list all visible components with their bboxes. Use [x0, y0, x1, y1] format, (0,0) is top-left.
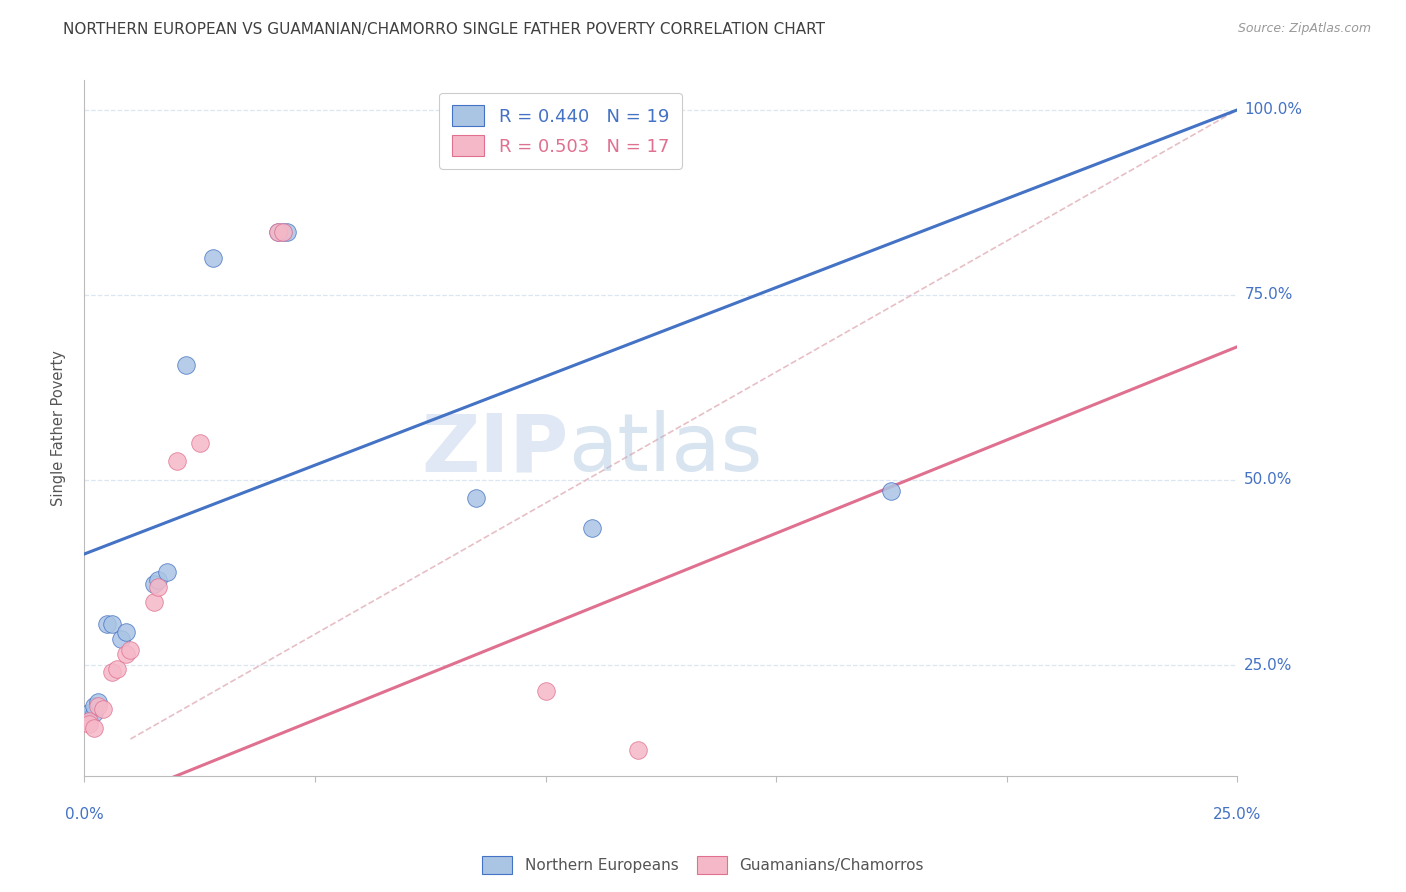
Point — [87, 695, 110, 709]
Text: Source: ZipAtlas.com: Source: ZipAtlas.com — [1237, 22, 1371, 36]
Text: 75.0%: 75.0% — [1244, 287, 1292, 302]
Point — [87, 698, 110, 713]
Point — [105, 662, 128, 676]
Text: 0.0%: 0.0% — [65, 807, 104, 822]
Point — [83, 698, 105, 713]
Point — [142, 576, 165, 591]
Text: NORTHERN EUROPEAN VS GUAMANIAN/CHAMORRO SINGLE FATHER POVERTY CORRELATION CHART: NORTHERN EUROPEAN VS GUAMANIAN/CHAMORRO … — [63, 22, 825, 37]
Text: 25.0%: 25.0% — [1244, 657, 1292, 673]
Point — [142, 595, 165, 609]
Point — [77, 717, 100, 731]
Text: 50.0%: 50.0% — [1244, 473, 1292, 487]
Point — [156, 566, 179, 580]
Point — [267, 225, 290, 239]
Text: 100.0%: 100.0% — [1244, 103, 1302, 118]
Point — [101, 617, 124, 632]
Point — [83, 706, 105, 720]
Y-axis label: Single Father Poverty: Single Father Poverty — [51, 351, 66, 506]
Point — [188, 436, 211, 450]
Point — [83, 721, 105, 735]
Point — [77, 714, 100, 728]
Point — [581, 521, 603, 535]
Point — [271, 225, 294, 239]
Point — [166, 454, 188, 468]
Point — [276, 225, 298, 239]
Point — [534, 684, 557, 698]
Point — [115, 647, 138, 661]
Point — [627, 743, 650, 757]
Point — [91, 702, 114, 716]
Point — [115, 624, 138, 639]
Point — [120, 643, 142, 657]
Text: atlas: atlas — [568, 410, 763, 488]
Point — [465, 491, 488, 506]
Point — [880, 484, 903, 499]
Point — [146, 573, 169, 587]
Point — [96, 617, 118, 632]
Point — [267, 225, 290, 239]
Point — [101, 665, 124, 680]
Point — [271, 225, 294, 239]
Legend: R = 0.440   N = 19, R = 0.503   N = 17: R = 0.440 N = 19, R = 0.503 N = 17 — [439, 93, 682, 169]
Text: ZIP: ZIP — [422, 410, 568, 488]
Point — [146, 580, 169, 594]
Point — [202, 251, 225, 265]
Point — [174, 358, 197, 372]
Legend: Northern Europeans, Guamanians/Chamorros: Northern Europeans, Guamanians/Chamorros — [475, 850, 931, 880]
Text: 25.0%: 25.0% — [1213, 807, 1261, 822]
Point — [110, 632, 132, 646]
Point — [77, 706, 100, 720]
